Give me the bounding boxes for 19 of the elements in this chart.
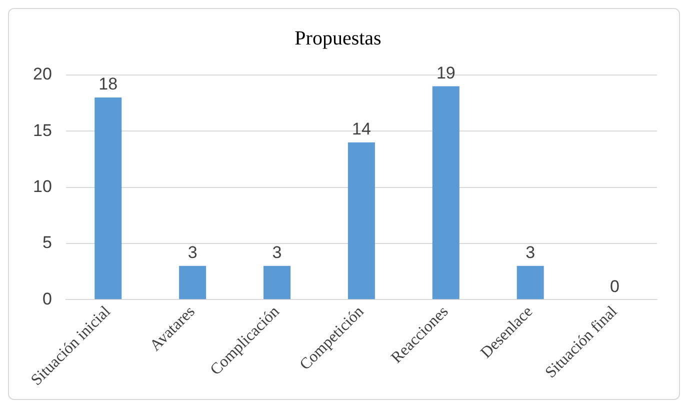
- bar: [264, 266, 291, 300]
- data-label: 18: [98, 74, 118, 94]
- y-tick-label: 20: [32, 64, 52, 84]
- bar: [179, 266, 206, 300]
- y-tick-label: 0: [42, 289, 52, 308]
- data-label: 3: [188, 243, 198, 262]
- bar: [94, 97, 122, 300]
- bar: [516, 266, 544, 300]
- data-label: 3: [272, 243, 282, 262]
- data-label: 0: [610, 276, 620, 296]
- data-label: 19: [436, 63, 456, 82]
- data-label: 14: [352, 120, 371, 139]
- bar: [348, 142, 375, 300]
- y-tick-label: 10: [32, 176, 52, 196]
- chart-title: Propuestas: [294, 27, 382, 50]
- y-tick-label: 15: [32, 120, 52, 140]
- data-label: 3: [526, 243, 536, 262]
- y-tick-label: 5: [42, 233, 52, 252]
- bar: [432, 86, 460, 300]
